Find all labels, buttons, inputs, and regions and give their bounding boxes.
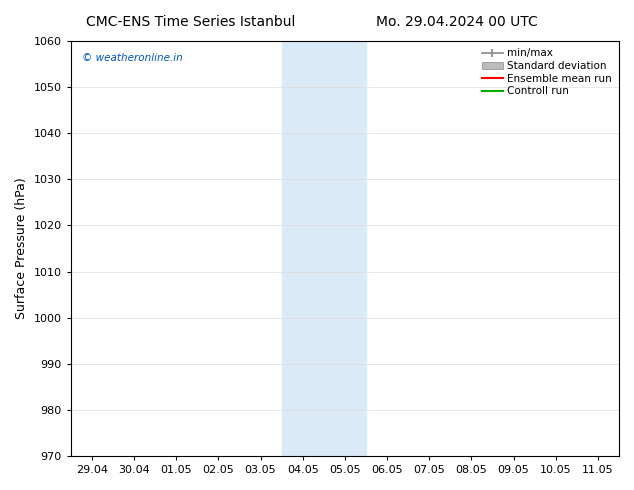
Text: Mo. 29.04.2024 00 UTC: Mo. 29.04.2024 00 UTC <box>375 15 538 29</box>
Y-axis label: Surface Pressure (hPa): Surface Pressure (hPa) <box>15 178 28 319</box>
Text: © weatheronline.in: © weatheronline.in <box>82 53 183 64</box>
Text: CMC-ENS Time Series Istanbul: CMC-ENS Time Series Istanbul <box>86 15 295 29</box>
Legend: min/max, Standard deviation, Ensemble mean run, Controll run: min/max, Standard deviation, Ensemble me… <box>478 44 616 100</box>
Bar <box>281 41 366 456</box>
